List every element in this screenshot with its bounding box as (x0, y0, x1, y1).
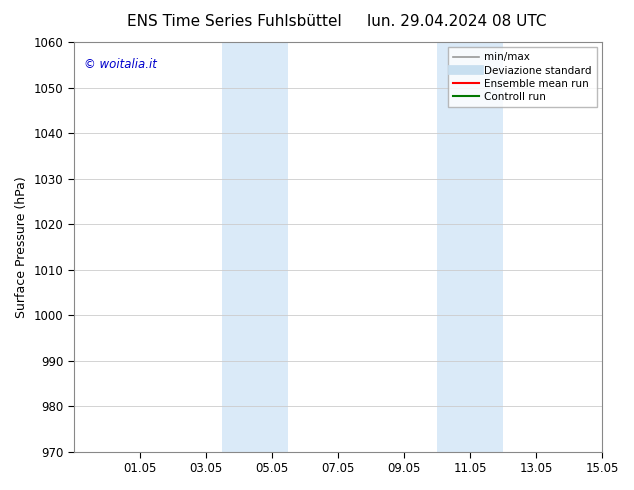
Bar (223, 42, 288, 452)
Legend: min/max, Deviazione standard, Ensemble mean run, Controll run: min/max, Deviazione standard, Ensemble m… (448, 47, 597, 107)
Text: ENS Time Series Fuhlsbüttel: ENS Time Series Fuhlsbüttel (127, 14, 342, 29)
Bar (437, 42, 503, 452)
Y-axis label: Surface Pressure (hPa): Surface Pressure (hPa) (15, 176, 28, 318)
Text: lun. 29.04.2024 08 UTC: lun. 29.04.2024 08 UTC (366, 14, 547, 29)
Text: © woitalia.it: © woitalia.it (84, 58, 157, 72)
